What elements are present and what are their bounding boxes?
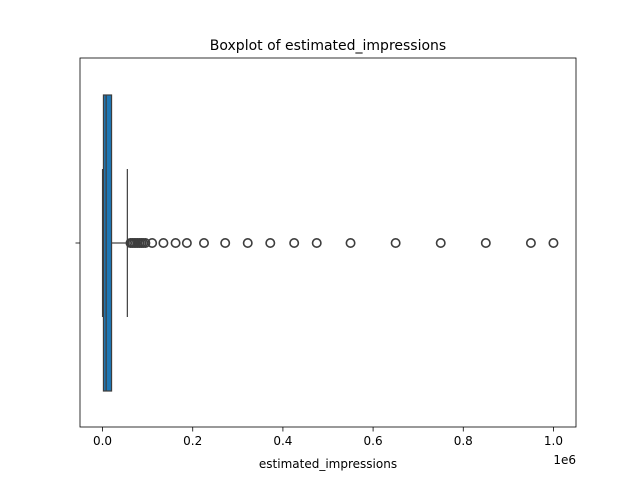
outlier-point (140, 238, 151, 249)
outlier-point (265, 238, 276, 249)
outlier-point (548, 238, 559, 249)
outlier-point (199, 238, 210, 249)
x-tick-label: 0.6 (364, 434, 383, 448)
x-axis-label: estimated_impressions (259, 457, 397, 471)
outlier-point (311, 238, 322, 249)
x-tick-label: 0.4 (273, 434, 292, 448)
chart-title: Boxplot of estimated_impressions (210, 38, 446, 54)
x-tick-label: 0.8 (454, 434, 473, 448)
outlier-point (289, 238, 300, 249)
x-axis-offset-label: 1e6 (553, 453, 576, 467)
iqr-box (102, 94, 113, 392)
outlier-point (181, 238, 192, 249)
x-axis: 0.0 0.2 0.4 0.6 0.8 1.0 (93, 427, 563, 448)
outlier-point (525, 238, 536, 249)
x-tick-label: 0.2 (183, 434, 202, 448)
x-tick-label: 0.0 (93, 434, 112, 448)
outlier-point (220, 238, 231, 249)
outlier-point (390, 238, 401, 249)
plot-content (101, 94, 559, 392)
outlier-point (158, 238, 169, 249)
outlier-point (480, 238, 491, 249)
x-tick-label: 1.0 (544, 434, 563, 448)
outlier-point (147, 238, 158, 249)
outlier-point (435, 238, 446, 249)
outlier-point (170, 238, 181, 249)
plot-area-frame (79, 57, 577, 428)
outlier-point (242, 238, 253, 249)
outlier-point (345, 238, 356, 249)
